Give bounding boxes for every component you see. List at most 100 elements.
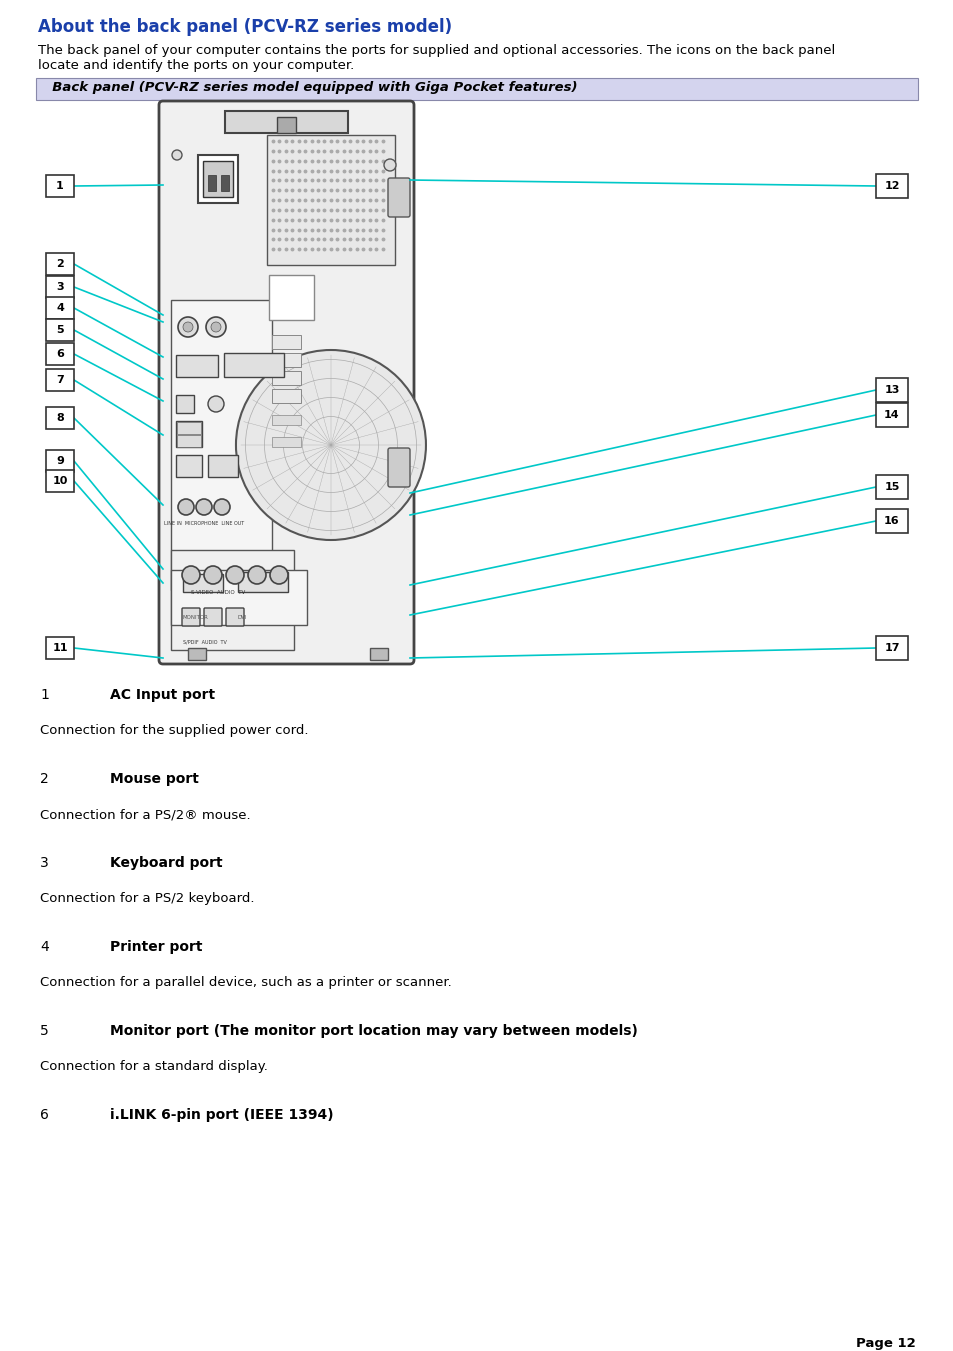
- Bar: [46, 407, 74, 430]
- Text: 5: 5: [56, 326, 64, 335]
- Text: 3: 3: [40, 857, 49, 870]
- Circle shape: [206, 317, 226, 336]
- Bar: [36, 78, 917, 100]
- FancyBboxPatch shape: [388, 178, 410, 218]
- Text: LINE IN  MICROPHONE  LINE OUT: LINE IN MICROPHONE LINE OUT: [164, 521, 244, 526]
- Text: 4: 4: [40, 940, 49, 954]
- Text: About the back panel (PCV-RZ series model): About the back panel (PCV-RZ series mode…: [38, 18, 452, 36]
- Text: 5: 5: [40, 1024, 49, 1038]
- Text: Connection for a standard display.: Connection for a standard display.: [40, 1061, 268, 1073]
- Bar: [175, 394, 193, 413]
- Text: Connection for a PS/2 keyboard.: Connection for a PS/2 keyboard.: [40, 892, 254, 905]
- Circle shape: [211, 322, 221, 332]
- Bar: [370, 648, 388, 661]
- Text: 14: 14: [883, 409, 899, 420]
- Circle shape: [178, 317, 198, 336]
- Bar: [46, 253, 74, 276]
- Bar: [177, 422, 201, 434]
- Bar: [46, 319, 74, 340]
- FancyBboxPatch shape: [388, 449, 410, 486]
- Bar: [875, 476, 907, 499]
- Bar: [875, 509, 907, 534]
- Bar: [202, 161, 233, 197]
- Text: S/PDIF  AUDIO  TV: S/PDIF AUDIO TV: [183, 640, 227, 644]
- Bar: [177, 435, 201, 447]
- Circle shape: [182, 566, 200, 584]
- Bar: [269, 276, 314, 320]
- Text: 13: 13: [883, 385, 899, 394]
- Circle shape: [183, 322, 193, 332]
- Circle shape: [172, 150, 182, 159]
- Bar: [272, 335, 301, 349]
- Bar: [46, 176, 74, 197]
- Text: 10: 10: [52, 476, 68, 486]
- Text: 1: 1: [56, 181, 64, 190]
- FancyBboxPatch shape: [204, 608, 222, 626]
- Text: MONITOR: MONITOR: [183, 615, 209, 620]
- Text: S-VIDEO  AUDIO  TV: S-VIDEO AUDIO TV: [191, 590, 245, 594]
- Bar: [875, 378, 907, 403]
- Circle shape: [213, 499, 230, 515]
- Bar: [220, 176, 229, 190]
- Text: 17: 17: [883, 643, 899, 653]
- Text: 1: 1: [40, 688, 49, 703]
- Text: 15: 15: [883, 482, 899, 492]
- Text: DVI: DVI: [237, 615, 247, 620]
- Text: i.LINK 6-pin port (IEEE 1394): i.LINK 6-pin port (IEEE 1394): [110, 1108, 334, 1121]
- Bar: [171, 550, 294, 650]
- Bar: [272, 415, 301, 426]
- Text: Keyboard port: Keyboard port: [110, 857, 222, 870]
- Bar: [272, 353, 301, 367]
- Circle shape: [384, 159, 395, 172]
- Text: locate and identify the ports on your computer.: locate and identify the ports on your co…: [38, 59, 354, 72]
- Text: 2: 2: [40, 771, 49, 786]
- FancyBboxPatch shape: [182, 608, 200, 626]
- Text: Connection for the supplied power cord.: Connection for the supplied power cord.: [40, 724, 308, 738]
- Bar: [875, 174, 907, 199]
- Bar: [197, 155, 237, 203]
- Bar: [46, 276, 74, 299]
- Bar: [46, 638, 74, 659]
- Bar: [46, 343, 74, 365]
- Circle shape: [270, 566, 288, 584]
- Bar: [272, 436, 301, 447]
- Bar: [46, 450, 74, 471]
- Text: 4: 4: [56, 303, 64, 313]
- Text: 6: 6: [56, 349, 64, 359]
- Text: Connection for a parallel device, such as a printer or scanner.: Connection for a parallel device, such a…: [40, 975, 452, 989]
- Bar: [171, 570, 307, 626]
- Circle shape: [204, 566, 222, 584]
- Text: 3: 3: [56, 282, 64, 292]
- Bar: [46, 470, 74, 492]
- Bar: [276, 118, 296, 132]
- Bar: [188, 648, 206, 661]
- Bar: [46, 369, 74, 390]
- Text: 8: 8: [56, 413, 64, 423]
- Text: 16: 16: [883, 516, 899, 526]
- Bar: [171, 300, 272, 590]
- Bar: [875, 636, 907, 661]
- Bar: [208, 455, 237, 477]
- Circle shape: [235, 350, 425, 540]
- Text: 12: 12: [883, 181, 899, 190]
- Text: Back panel (PCV-RZ series model equipped with Giga Pocket features): Back panel (PCV-RZ series model equipped…: [43, 81, 577, 95]
- Text: Mouse port: Mouse port: [110, 771, 198, 786]
- Circle shape: [248, 566, 266, 584]
- Text: Monitor port (The monitor port location may vary between models): Monitor port (The monitor port location …: [110, 1024, 638, 1038]
- Bar: [272, 389, 301, 403]
- Bar: [225, 111, 348, 132]
- Bar: [183, 574, 223, 592]
- Bar: [272, 372, 301, 385]
- Text: 7: 7: [56, 376, 64, 385]
- Text: Page 12: Page 12: [856, 1337, 915, 1350]
- Bar: [267, 135, 395, 265]
- Text: 6: 6: [40, 1108, 49, 1121]
- Text: 2: 2: [56, 259, 64, 269]
- Bar: [237, 571, 288, 592]
- Circle shape: [178, 499, 193, 515]
- FancyBboxPatch shape: [159, 101, 414, 663]
- Bar: [175, 455, 202, 477]
- Bar: [175, 355, 218, 377]
- Text: AC Input port: AC Input port: [110, 688, 214, 703]
- Circle shape: [208, 396, 224, 412]
